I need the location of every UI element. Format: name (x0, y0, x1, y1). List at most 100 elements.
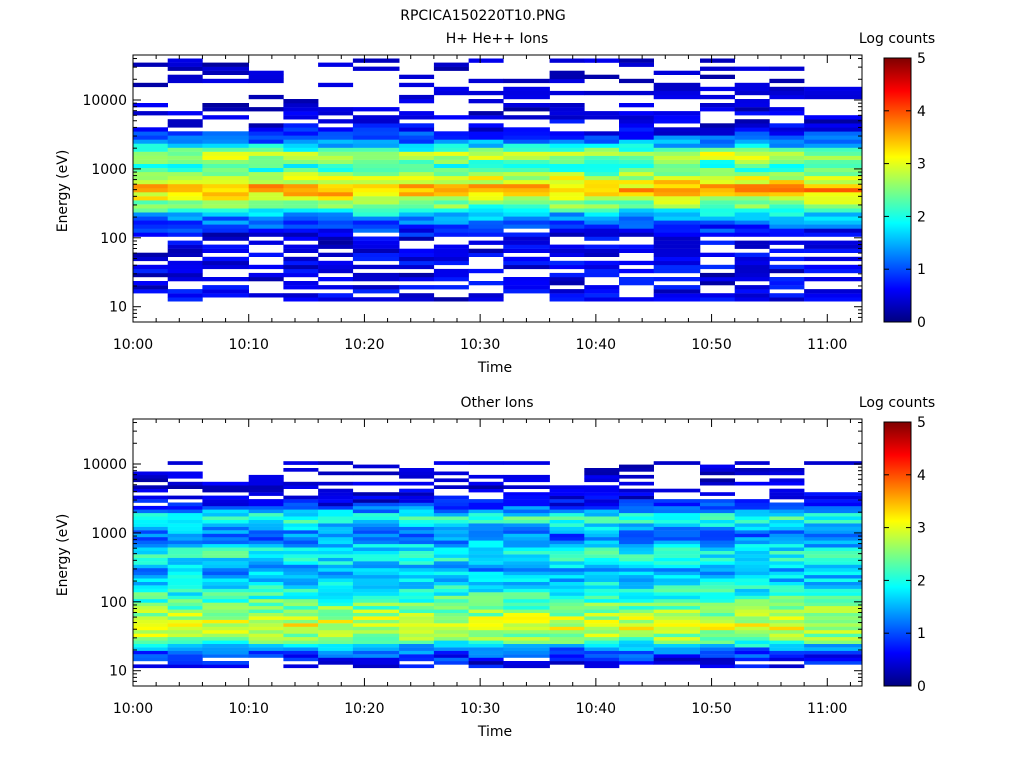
heatmap-cell (352, 640, 400, 644)
heatmap-cell (619, 581, 654, 586)
heatmap-cell (283, 502, 319, 507)
heatmap-cell (804, 502, 863, 507)
heatmap-cell (133, 561, 168, 565)
heatmap-cell (248, 626, 284, 631)
heatmap-cell (549, 151, 585, 156)
heatmap-cell (619, 139, 654, 144)
heatmap-cell (202, 244, 249, 249)
heatmap-cell (619, 661, 654, 665)
heatmap-cell (133, 599, 168, 603)
heatmap-cell (804, 119, 863, 124)
heatmap-cell (248, 526, 284, 531)
heatmap-cell (619, 192, 654, 197)
heatmap-cell (352, 167, 400, 173)
heatmap-cell (584, 585, 620, 589)
heatmap-cell (248, 220, 284, 225)
heatmap-cell (503, 540, 550, 545)
heatmap-cell (167, 574, 203, 579)
heatmap-cell (133, 609, 168, 613)
heatmap-cell (700, 557, 735, 562)
heatmap-cell (769, 228, 805, 233)
heatmap-cell (352, 248, 400, 253)
heatmap-cell (202, 285, 249, 290)
heatmap-cell (619, 657, 654, 662)
heatmap-cell (433, 297, 469, 302)
heatmap-cell (549, 204, 585, 209)
heatmap-cell (700, 626, 735, 631)
heatmap-cell (468, 111, 504, 116)
heatmap-cell (503, 530, 550, 534)
heatmap-cell (318, 192, 354, 197)
heatmap-cell (318, 630, 354, 634)
heatmap-cell (133, 285, 168, 290)
heatmap-cell (549, 595, 585, 600)
heatmap-cell (769, 578, 805, 582)
heatmap-cell (248, 543, 284, 548)
heatmap-cell (468, 505, 504, 510)
heatmap-cell (468, 519, 504, 524)
heatmap-cell (503, 612, 550, 617)
heatmap-cell (399, 183, 435, 189)
heatmap-cell (549, 139, 585, 144)
heatmap-cell (503, 536, 550, 541)
heatmap-cell (318, 595, 354, 600)
heatmap-cell (283, 564, 319, 569)
heatmap-cell (700, 192, 735, 197)
heatmap-cell (653, 650, 701, 655)
heatmap-cell (503, 533, 550, 538)
heatmap-cell (283, 536, 319, 541)
heatmap-cell (167, 277, 203, 282)
heatmap-cell (318, 640, 354, 644)
heatmap-cell (804, 595, 863, 600)
heatmap-cell (202, 212, 249, 217)
heatmap-cell (248, 131, 284, 136)
heatmap-cell (248, 512, 284, 517)
heatmap-cell (133, 268, 168, 274)
heatmap-cell (468, 139, 504, 144)
heatmap-cell (202, 523, 249, 527)
heatmap-cell (584, 636, 620, 641)
heatmap-cell (399, 151, 435, 156)
heatmap-cell (734, 499, 770, 503)
heatmap-cell (433, 220, 469, 225)
heatmap-cell (318, 232, 354, 237)
heatmap-cell (283, 264, 319, 270)
heatmap-cell (700, 175, 735, 181)
heatmap-cell (318, 260, 354, 266)
heatmap-cell (399, 592, 435, 596)
heatmap-cell (804, 561, 863, 565)
heatmap-cell (584, 167, 620, 173)
heatmap-cell (549, 119, 585, 124)
heatmap-cell (318, 159, 354, 164)
heatmap-cell (804, 495, 863, 500)
heatmap-cell (352, 204, 400, 209)
heatmap-cell (202, 636, 249, 641)
heatmap-cell (584, 468, 620, 472)
heatmap-cell (248, 585, 284, 589)
heatmap-cell (248, 550, 284, 555)
heatmap-cell (433, 592, 469, 596)
heatmap-cell (202, 167, 249, 173)
heatmap-cell (804, 244, 863, 249)
heatmap-cell (734, 471, 770, 476)
heatmap-cell (734, 647, 770, 651)
heatmap-cell (202, 612, 249, 617)
heatmap-cell (468, 474, 504, 479)
heatmap-cell (399, 488, 435, 493)
heatmap-cell (503, 179, 550, 185)
heatmap-cell (433, 526, 469, 531)
heatmap-cell (248, 179, 284, 185)
heatmap-cell (549, 630, 585, 634)
heatmap-cell (133, 533, 168, 538)
heatmap-cell (653, 509, 701, 514)
heatmap-cell (399, 163, 435, 168)
heatmap-cell (653, 289, 701, 294)
heatmap-cell (734, 509, 770, 514)
heatmap-cell (769, 605, 805, 610)
heatmap-cell (769, 650, 805, 655)
heatmap-cell (202, 179, 249, 185)
heatmap-cell (584, 588, 620, 593)
heatmap-cell (653, 578, 701, 582)
heatmap-cell (167, 171, 203, 177)
heatmap-cell (318, 533, 354, 538)
